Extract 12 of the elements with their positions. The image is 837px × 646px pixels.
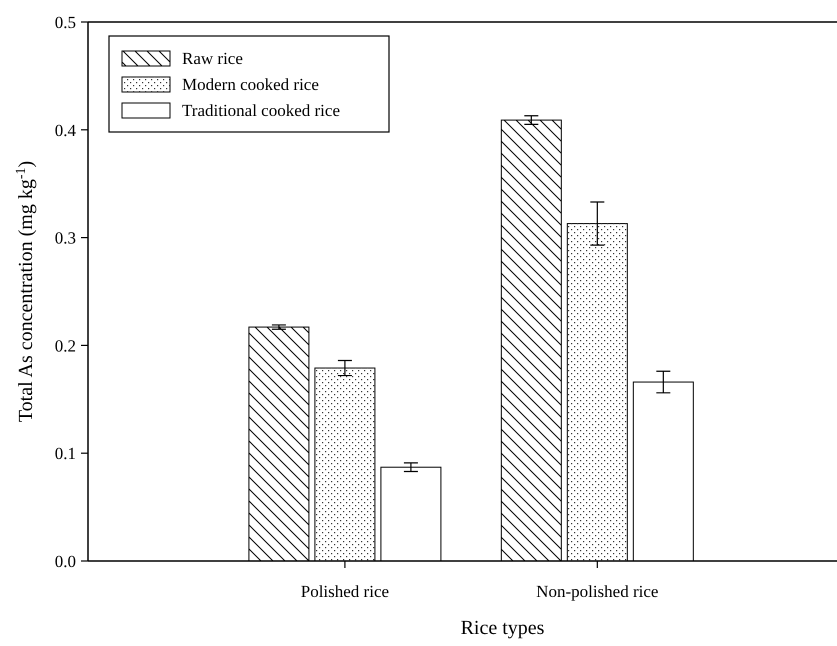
y-tick-label: 0.3 xyxy=(54,228,76,248)
x-tick-label: Non-polished rice xyxy=(536,582,658,601)
legend-label: Traditional cooked rice xyxy=(182,101,340,120)
y-tick-label: 0.5 xyxy=(54,12,76,32)
y-tick-label: 0.0 xyxy=(54,552,76,571)
x-tick-label: Polished rice xyxy=(300,582,390,601)
legend-label: Modern cooked rice xyxy=(182,75,319,94)
y-tick-label: 0.4 xyxy=(54,120,76,140)
legend-label: Raw rice xyxy=(182,49,243,68)
x-axis-title: Rice types xyxy=(460,617,545,639)
y-tick-label: 0.1 xyxy=(54,444,76,464)
y-tick-label: 0.2 xyxy=(54,336,76,356)
